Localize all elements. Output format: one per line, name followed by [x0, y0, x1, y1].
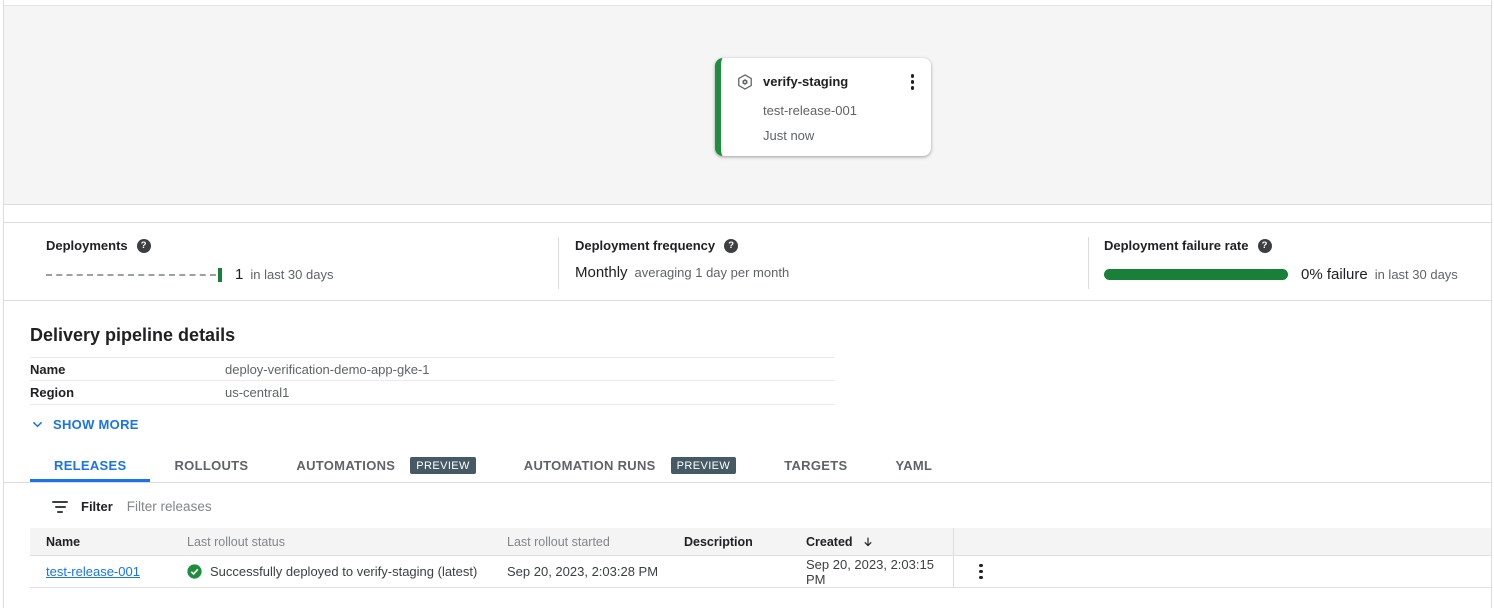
tab-label: ROLLOUTS [174, 458, 249, 473]
details-label: Region [30, 385, 75, 400]
deployments-sparkline-tick [218, 267, 222, 282]
failure-rate-value: 0% failure [1301, 266, 1368, 283]
sort-descending-icon[interactable] [861, 535, 875, 549]
help-icon[interactable]: ? [136, 238, 151, 253]
tab-automation-runs[interactable]: AUTOMATION RUNS PREVIEW [500, 449, 760, 482]
kebab-menu-icon[interactable] [906, 71, 920, 93]
tab-bar: RELEASES ROLLOUTS AUTOMATIONS PREVIEW AU… [4, 449, 1491, 483]
chevron-down-icon [30, 417, 45, 432]
release-description [668, 556, 790, 587]
details-label: Name [30, 361, 66, 377]
failure-rate-bar [1104, 269, 1288, 280]
target-card-verify-staging[interactable]: verify-staging test-release-001 Just now [715, 58, 931, 156]
tab-rollouts[interactable]: ROLLOUTS [150, 449, 272, 482]
deployments-sparkline [46, 273, 216, 276]
filter-releases-input[interactable] [126, 499, 527, 514]
tab-targets[interactable]: TARGETS [760, 449, 871, 482]
column-header-name: Name [46, 534, 81, 549]
check-circle-icon [187, 564, 202, 579]
metric-frequency: Deployment frequency ? Monthly averaging… [558, 223, 1088, 300]
preview-badge: PREVIEW [410, 457, 476, 474]
left-panel-divider [3, 0, 4, 608]
release-name-link[interactable]: test-release-001 [46, 564, 140, 579]
filter-bar: Filter [30, 490, 1491, 523]
release-created-date: Sep 20, 2023, 2:03:15 PM [806, 556, 934, 587]
column-header-created[interactable]: Created [790, 528, 953, 555]
tab-label: TARGETS [784, 458, 848, 473]
kebab-menu-icon[interactable] [974, 561, 988, 583]
target-name: verify-staging [763, 74, 849, 90]
failure-rate-detail: in last 30 days [1374, 267, 1458, 282]
metric-deployments-label: Deployments [46, 238, 128, 253]
target-release-name: test-release-001 [763, 102, 857, 118]
page-title: Delivery pipeline details [30, 325, 236, 345]
releases-table-header: Name Last rollout status Last rollout st… [30, 528, 1491, 556]
gke-target-icon [736, 73, 754, 91]
release-row: test-release-001 Successfully deployed t… [30, 556, 1491, 588]
show-more-button[interactable]: SHOW MORE [30, 417, 139, 432]
rollout-status-text: Successfully deployed to verify-staging … [210, 564, 478, 579]
pipeline-canvas: verify-staging test-release-001 Just now [4, 5, 1491, 205]
metric-failure-label: Deployment failure rate [1104, 238, 1249, 253]
details-row-region: Region us-central1 [30, 381, 835, 405]
metric-frequency-label: Deployment frequency [575, 238, 716, 253]
help-icon[interactable]: ? [724, 238, 739, 253]
tab-label: RELEASES [54, 458, 127, 473]
tab-yaml[interactable]: YAML [871, 449, 956, 482]
deployments-count: 1 [235, 266, 244, 283]
tab-automations[interactable]: AUTOMATIONS PREVIEW [272, 449, 499, 482]
deployments-suffix: in last 30 days [250, 267, 334, 282]
column-header-started: Last rollout started [507, 534, 610, 549]
pipeline-details-table: Name deploy-verification-demo-app-gke-1 … [30, 357, 835, 405]
filter-icon[interactable] [52, 500, 68, 513]
target-deploy-time: Just now [763, 127, 815, 143]
help-icon[interactable]: ? [1257, 238, 1272, 253]
metric-deployments: Deployments ? 1 in last 30 days [4, 223, 558, 300]
metric-failure-rate: Deployment failure rate ? 0% failure in … [1088, 223, 1491, 300]
frequency-detail: averaging 1 day per month [634, 265, 790, 280]
details-value: us-central1 [225, 385, 290, 400]
rollout-started-date: Sep 20, 2023, 2:03:28 PM [507, 564, 659, 579]
column-header-status: Last rollout status [187, 534, 285, 549]
column-header-description: Description [684, 534, 753, 549]
releases-table: Name Last rollout status Last rollout st… [30, 528, 1491, 588]
details-row-name: Name deploy-verification-demo-app-gke-1 [30, 357, 835, 381]
show-more-label: SHOW MORE [53, 417, 139, 432]
metrics-strip: Deployments ? 1 in last 30 days Deployme… [4, 222, 1491, 301]
right-panel-divider [1491, 0, 1492, 608]
tab-releases[interactable]: RELEASES [30, 449, 151, 482]
tab-label: AUTOMATIONS [296, 458, 396, 473]
tab-label: YAML [895, 458, 933, 473]
column-header-created-label: Created [806, 534, 853, 549]
details-value: deploy-verification-demo-app-gke-1 [225, 361, 430, 377]
tab-label: AUTOMATION RUNS [523, 458, 656, 473]
filter-label: Filter [81, 499, 113, 514]
column-header-actions [953, 528, 1491, 555]
frequency-value: Monthly [575, 264, 628, 281]
preview-badge: PREVIEW [670, 457, 737, 474]
